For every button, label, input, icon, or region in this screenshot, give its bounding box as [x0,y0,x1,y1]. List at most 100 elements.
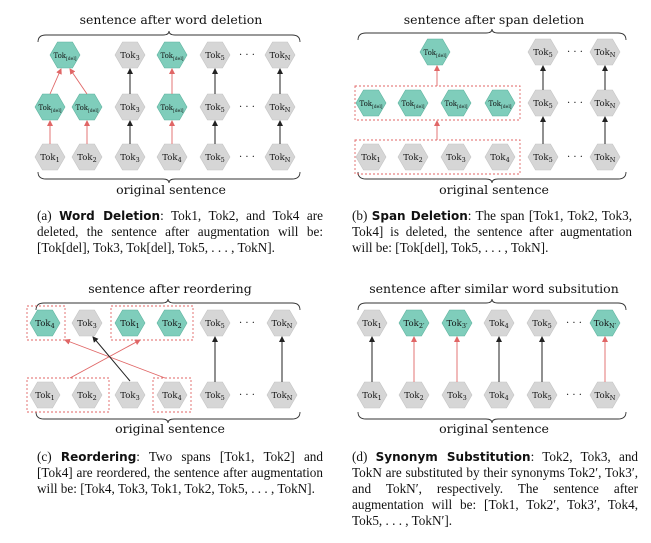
panel-a-mid-node-label: Tok[del] [38,104,61,114]
panel-b-orig-node-label: TokN [595,153,616,164]
panel-d-bottom-brace [357,411,627,424]
panel-b-orig-node-label: Tok4 [490,153,509,164]
caption-c-title: Reordering [60,450,137,464]
panel-b-orig-span-box [354,139,521,175]
caption-a-text: : Tok1, Tok2, and Tok4 are deleted, the … [37,208,323,255]
panel-a-arrow [69,68,88,95]
caption-c-label: (c) [37,449,52,464]
caption-a: (a) Word Deletion: Tok1, Tok2, and Tok4 … [37,208,323,256]
panel-a-top-label: sentence after word deletion [80,12,263,27]
panel-d-top-node-label: Tok3′ [447,319,468,330]
panel-a-top-brace [37,30,301,43]
panel-a-top-node [49,41,81,69]
panel-c-orig-span-box [26,377,110,413]
panel-c-orig-node [71,381,103,409]
panel-b-orig-node-label: Tok2 [403,153,422,164]
panel-a-orig-node [34,143,66,171]
panel-b-mid-node-label: Tok5 [533,99,552,110]
panel-a-top-node-label: Tok3 [120,51,139,62]
panel-c-top-label: sentence after reordering [88,281,251,296]
panel-a-orig-node [156,143,188,171]
panel-a-mid-node [34,93,66,121]
panel-a-mid-node-label: Tok[del] [160,104,183,114]
panel-a-orig-node-label: Tok5 [205,153,224,164]
panel-d-top-node-label: Tok4 [489,319,508,330]
panel-c-bottom-label: original sentence [115,421,225,436]
panel-b-orig-node [527,143,559,171]
panel-b-top-label: sentence after span deletion [404,12,584,27]
panel-b-dots: · · · [567,98,583,109]
panel-c-top-node-label: Tok1 [120,319,139,330]
panel-b-orig-node-label: Tok5 [533,153,552,164]
panel-b-mid-node [440,89,472,117]
panel-d-orig-node [398,381,430,409]
panel-d-top-node [483,309,515,337]
panel-a-orig-node-label: TokN [270,153,291,164]
panel-a-orig-node [71,143,103,171]
panel-a-orig-node-label: Tok4 [162,153,181,164]
panel-c-bottom-brace [35,411,301,424]
panel-d-top-node [356,309,388,337]
panel-b-orig-node [589,143,621,171]
panel-c-top-node [156,309,188,337]
panel-b-mid-node [527,89,559,117]
panel-c-orig-node-label: Tok4 [162,391,181,402]
panel-a-mid-node [199,93,231,121]
panel-b-top-brace [357,28,627,41]
panel-c-dots: · · · [239,390,255,401]
panel-a-mid-node [264,93,296,121]
panel-b-orig-node [440,143,472,171]
panel-c-top-node-label: Tok5 [205,319,224,330]
panel-c-orig-node-label: Tok1 [35,391,54,402]
caption-d-text: : Tok2, Tok3, and TokN are substituted b… [352,449,639,528]
panel-a-orig-node [199,143,231,171]
panel-b-mid-node-label: TokN [595,99,616,110]
panel-a-top-node-label: Tok5 [205,51,224,62]
panel-a-top-node [156,41,188,69]
panel-d-orig-node-label: Tok2 [404,391,423,402]
panel-d-top-node [441,309,473,337]
panel-b-orig-node [355,143,387,171]
panel-d-top-node [526,309,558,337]
panel-d-orig-node [589,381,621,409]
panel-d-orig-node [526,381,558,409]
panel-d-top-node [398,309,430,337]
panel-b-mid-node [589,89,621,117]
caption-b-title: Span Deletion [371,209,468,223]
panel-a-mid-node-label: TokN [270,103,291,114]
panel-c-arrow [64,338,166,379]
panel-a-mid-node-label: Tok5 [205,103,224,114]
panel-b-mid-node-label: Tok[del] [401,100,424,110]
panel-d-top-node-label: Tok1 [362,319,381,330]
panel-b-orig-node-label: Tok1 [361,153,380,164]
panel-d-top-brace [357,298,627,311]
panel-a-dots: · · · [239,102,255,113]
panel-b-mid-node [355,89,387,117]
caption-b: (b) Span Deletion: The span [Tok1, Tok2,… [352,208,632,256]
panel-c-top-node-label: Tok3 [77,319,96,330]
panel-d-top-node-label: Tok2′ [404,319,425,330]
panel-d-orig-node [356,381,388,409]
panel-a-orig-node [114,143,146,171]
panel-d-orig-node [441,381,473,409]
panel-d-orig-node-label: TokN [595,391,616,402]
panel-a-mid-node [156,93,188,121]
panel-a-mid-node-label: Tok[del] [75,104,98,114]
panel-b-bottom-brace [357,171,627,184]
panel-a-bottom-label: original sentence [116,182,226,197]
panel-c-orig-node [266,381,298,409]
panel-a-arrow [49,68,62,95]
panel-a-dots: · · · [239,50,255,61]
panel-c-top-node-label: Tok4 [35,319,54,330]
panel-c-orig-node-label: Tok5 [205,391,224,402]
panel-b-mid-node [397,89,429,117]
panel-a-top-node-label: Tok[del] [160,52,183,62]
panel-c-orig-node [199,381,231,409]
panel-a-dots: · · · [239,152,255,163]
caption-c: (c) Reordering: Two spans [Tok1, Tok2] a… [37,449,323,497]
panel-a-orig-node-label: Tok2 [77,153,96,164]
panel-c-top-node [266,309,298,337]
panel-c-orig-node-label: Tok2 [77,391,96,402]
panel-c-top-brace [35,298,301,311]
